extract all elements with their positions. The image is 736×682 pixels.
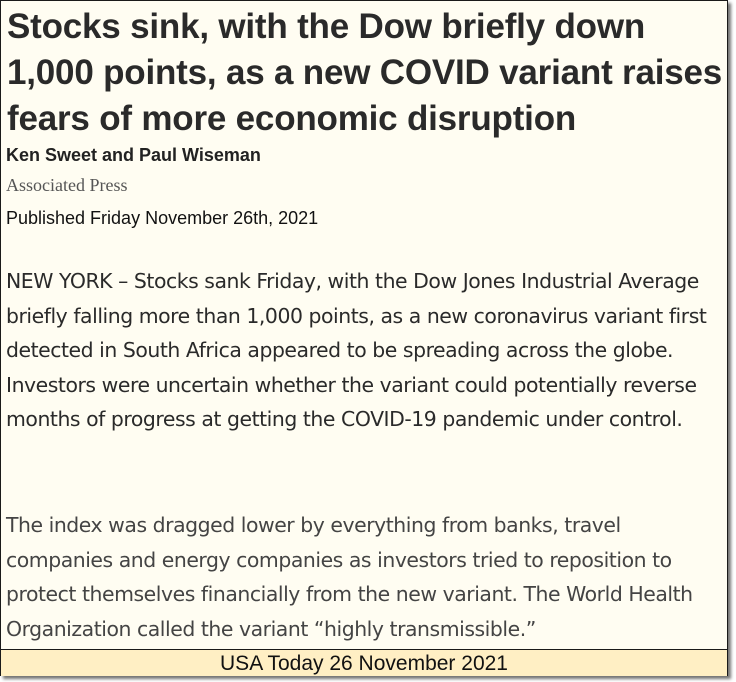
article-authors: Ken Sweet and Paul Wiseman (6, 145, 261, 165)
article-headline: Stocks sink, with the Dow briefly down 1… (7, 7, 723, 138)
footer-caption: USA Today 26 November 2021 (1, 649, 727, 676)
article-paragraph-1: NEW YORK – Stocks sank Friday, with the … (6, 269, 707, 431)
article-published-date: Published Friday November 26th, 2021 (6, 208, 319, 228)
article-source: Associated Press (6, 175, 128, 195)
article-paragraph-2: The index was dragged lower by everythin… (6, 513, 693, 641)
